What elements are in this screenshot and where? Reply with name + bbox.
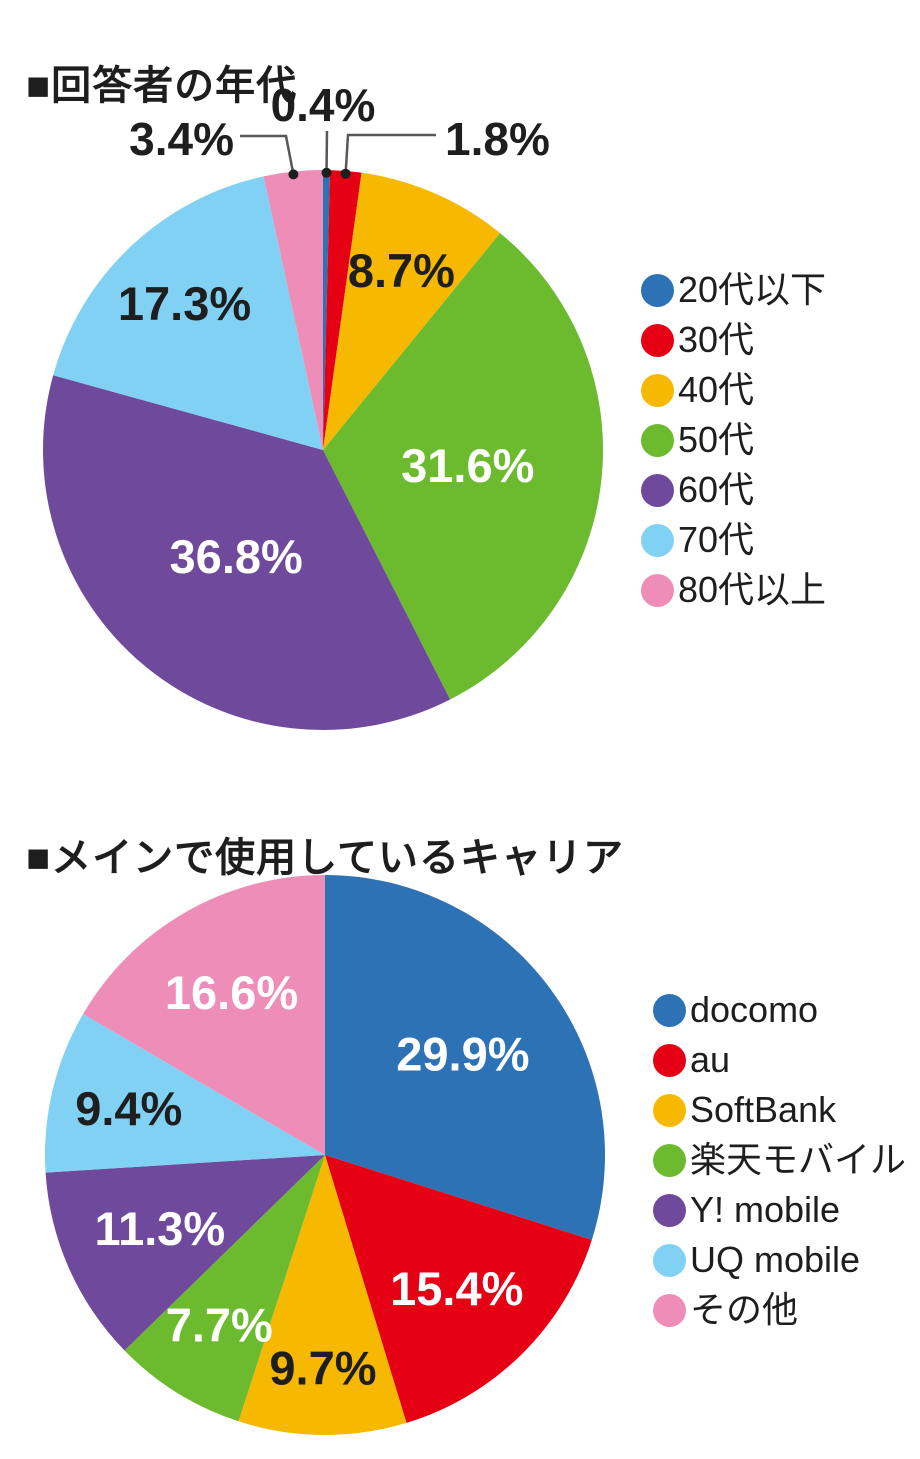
carrier-pie-chart: 29.9% 15.4% 9.7%7.7% 11.3% 9.4% 16.6% xyxy=(44,875,605,1436)
carrier-chart-title: ■メインで使用しているキャリア xyxy=(26,836,624,881)
legend-label-0-4: 60代 xyxy=(678,469,755,510)
age-chart-title: ■回答者の年代 xyxy=(26,64,298,109)
legend-swatch-icon-1-3 xyxy=(653,1143,686,1177)
pie-slice-0-0 xyxy=(323,170,331,450)
legend-item-0-1: 30代 xyxy=(641,322,826,358)
legend-label-1-4: Y! mobile xyxy=(690,1189,841,1230)
slice-value-label-0-6: 3.4% xyxy=(129,113,234,165)
leader-dot-0-0 xyxy=(321,167,332,178)
legend-label-1-0: docomo xyxy=(690,989,819,1030)
legend-swatch-icon-0-4 xyxy=(641,473,674,507)
legend-item-0-4: 60代 xyxy=(641,472,826,508)
legend-label-0-0: 20代以下 xyxy=(678,269,827,310)
leader-line-0-6 xyxy=(240,134,295,175)
legend-swatch-icon-0-2 xyxy=(641,373,674,407)
legend-swatch-icon-1-6 xyxy=(653,1293,686,1327)
legend-swatch-icon-1-1 xyxy=(653,1043,686,1077)
leader-line-0-1 xyxy=(344,133,436,174)
legend-item-0-2: 40代 xyxy=(641,372,826,408)
legend-swatch-icon-1-2 xyxy=(653,1093,686,1127)
legend-label-0-6: 80代以上 xyxy=(678,569,827,610)
legend-item-1-6: その他 xyxy=(653,1292,906,1328)
slice-value-label-1-1: 15.4% xyxy=(390,1262,523,1315)
slice-value-label-0-4: 36.8% xyxy=(170,530,303,583)
pie-slice-1-3 xyxy=(124,1155,325,1422)
carrier-chart-legend: docomo au SoftBank 楽天モバイル Y! mobile UQ mobile… xyxy=(653,992,906,1328)
legend-item-0-5: 70代 xyxy=(641,522,826,558)
pie-slice-0-4 xyxy=(43,375,451,730)
legend-label-0-2: 40代 xyxy=(678,369,755,410)
age-pie-chart: 0.4% 1.8% 8.7% 31.6% 36.8% 17.3% 3.4% xyxy=(43,79,603,730)
pie-slice-1-4 xyxy=(45,1155,326,1351)
slice-value-label-1-5: 9.4% xyxy=(75,1082,182,1135)
legend-item-1-0: docomo xyxy=(653,992,906,1028)
pie-slice-0-6 xyxy=(263,170,323,450)
leader-dot-0-6 xyxy=(288,169,299,180)
legend-label-1-5: UQ mobile xyxy=(690,1239,861,1280)
pie-slice-1-1 xyxy=(325,1155,592,1423)
legend-label-0-3: 50代 xyxy=(678,419,755,460)
slice-value-label-0-0: 0.4% xyxy=(271,79,376,131)
legend-item-0-3: 50代 xyxy=(641,422,826,458)
pie-slice-0-1 xyxy=(323,170,362,450)
slice-value-label-0-2: 8.7% xyxy=(348,244,455,297)
legend-item-0-0: 20代以下 xyxy=(641,272,826,308)
legend-label-1-1: au xyxy=(690,1039,731,1080)
pie-slice-1-5 xyxy=(44,1013,325,1173)
legend-item-1-5: UQ mobile xyxy=(653,1242,906,1278)
legend-swatch-icon-1-5 xyxy=(653,1243,686,1277)
legend-label-1-3: 楽天モバイル xyxy=(690,1139,907,1180)
legend-label-1-2: SoftBank xyxy=(690,1089,837,1130)
legend-swatch-icon-0-5 xyxy=(641,523,674,557)
legend-item-1-3: 楽天モバイル xyxy=(653,1142,906,1178)
legend-label-0-1: 30代 xyxy=(678,319,755,360)
legend-swatch-icon-1-4 xyxy=(653,1193,686,1227)
leader-dot-0-1 xyxy=(340,168,351,179)
pie-slice-0-5 xyxy=(53,176,323,451)
pie-slice-1-0 xyxy=(325,875,605,1240)
legend-swatch-icon-1-0 xyxy=(653,993,686,1027)
slice-value-label-0-3: 31.6% xyxy=(401,439,534,492)
slice-value-label-1-6: 16.6% xyxy=(165,966,298,1019)
legend-item-1-1: au xyxy=(653,1042,906,1078)
legend-swatch-icon-0-3 xyxy=(641,423,674,457)
slice-value-label-1-0: 29.9% xyxy=(396,1028,529,1081)
legend-label-1-6: その他 xyxy=(690,1289,799,1330)
legend-item-1-2: SoftBank xyxy=(653,1092,906,1128)
pie-slice-0-3 xyxy=(323,233,603,700)
slice-value-label-0-1: 1.8% xyxy=(445,113,550,165)
slice-value-label-0-5: 17.3% xyxy=(118,277,251,330)
slice-value-label-1-4: 11.3% xyxy=(95,1202,226,1255)
pie-slice-1-6 xyxy=(83,875,325,1155)
pie-slice-0-2 xyxy=(323,172,501,451)
slice-value-label-1-2: 9.7% xyxy=(269,1341,376,1394)
legend-swatch-icon-0-1 xyxy=(641,323,674,357)
legend-label-0-5: 70代 xyxy=(678,519,755,560)
slice-value-label-1-3: 7.7% xyxy=(166,1299,273,1352)
legend-swatch-icon-0-0 xyxy=(641,273,674,307)
legend-item-0-6: 80代以上 xyxy=(641,572,826,608)
age-chart-legend: 20代以下 30代 40代 50代 60代 70代 80代以上 xyxy=(641,272,826,608)
legend-swatch-icon-0-6 xyxy=(641,573,674,607)
leader-line-0-0 xyxy=(325,130,329,173)
legend-item-1-4: Y! mobile xyxy=(653,1192,906,1228)
pie-slice-1-2 xyxy=(238,1155,407,1436)
